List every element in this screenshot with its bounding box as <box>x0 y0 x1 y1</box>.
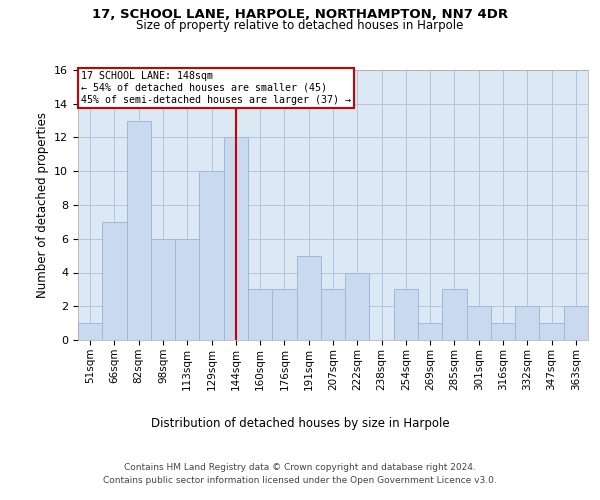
Text: Distribution of detached houses by size in Harpole: Distribution of detached houses by size … <box>151 418 449 430</box>
Text: Contains HM Land Registry data © Crown copyright and database right 2024.: Contains HM Land Registry data © Crown c… <box>124 462 476 471</box>
Bar <box>418 323 442 340</box>
Bar <box>515 306 539 340</box>
Bar <box>321 290 345 340</box>
Bar <box>127 120 151 340</box>
Bar <box>102 222 127 340</box>
Bar <box>199 171 224 340</box>
Bar <box>345 272 370 340</box>
Text: 17, SCHOOL LANE, HARPOLE, NORTHAMPTON, NN7 4DR: 17, SCHOOL LANE, HARPOLE, NORTHAMPTON, N… <box>92 8 508 20</box>
Text: Size of property relative to detached houses in Harpole: Size of property relative to detached ho… <box>136 19 464 32</box>
Bar <box>248 290 272 340</box>
Bar <box>564 306 588 340</box>
Text: Contains public sector information licensed under the Open Government Licence v3: Contains public sector information licen… <box>103 476 497 485</box>
Bar <box>539 323 564 340</box>
Bar <box>442 290 467 340</box>
Bar <box>491 323 515 340</box>
Bar <box>78 323 102 340</box>
Bar <box>224 138 248 340</box>
Bar <box>394 290 418 340</box>
Bar <box>296 256 321 340</box>
Bar <box>175 239 199 340</box>
Text: 17 SCHOOL LANE: 148sqm
← 54% of detached houses are smaller (45)
45% of semi-det: 17 SCHOOL LANE: 148sqm ← 54% of detached… <box>80 72 350 104</box>
Bar <box>272 290 296 340</box>
Bar <box>467 306 491 340</box>
Bar <box>151 239 175 340</box>
Y-axis label: Number of detached properties: Number of detached properties <box>35 112 49 298</box>
